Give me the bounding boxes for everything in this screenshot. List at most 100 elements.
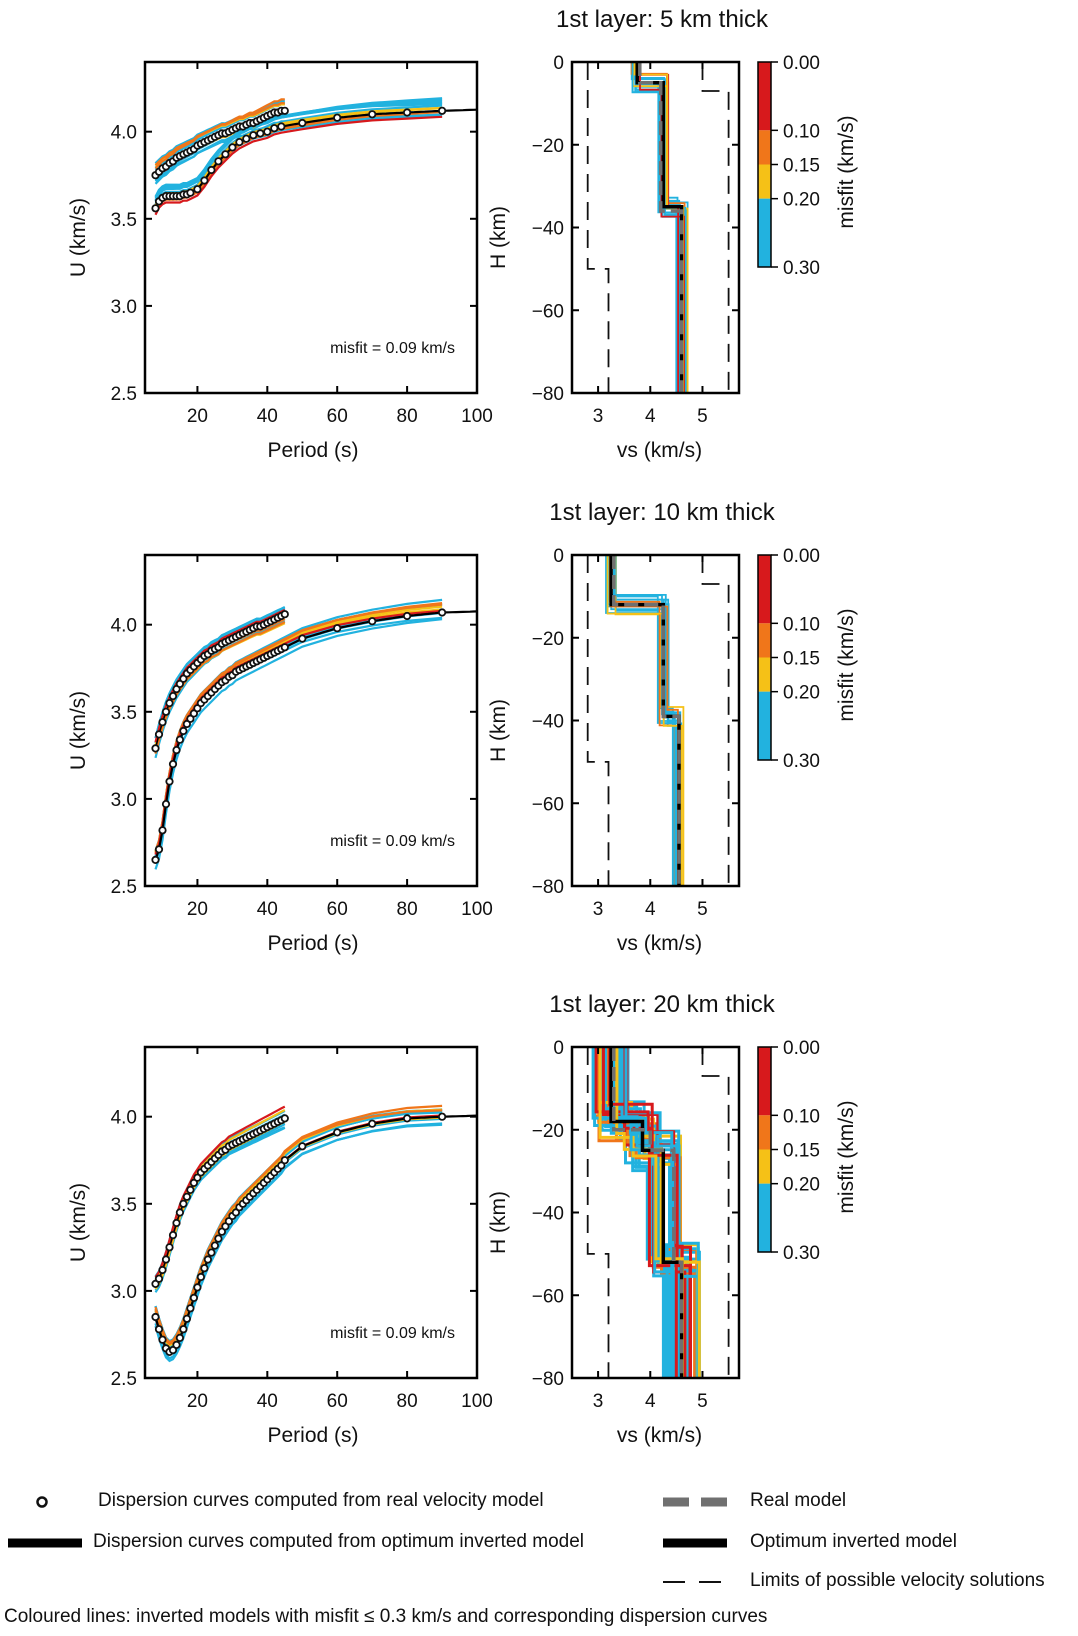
inverted-dispersion-curve — [154, 110, 443, 213]
real-dispersion-point — [437, 106, 447, 115]
x-tick-label: 80 — [397, 1391, 418, 1412]
dispersion-plot-frame — [143, 1045, 479, 1380]
x-axis-label: vs (km/s) — [617, 1424, 702, 1447]
colorbar-segment — [758, 198, 771, 267]
real-dispersion-point — [172, 745, 181, 755]
colorbar-tick-label: 0.15 — [783, 1141, 820, 1162]
real-dispersion-point — [196, 1272, 205, 1282]
real-dispersion-point — [161, 707, 171, 716]
colorbar-segment — [758, 164, 771, 199]
optimum-velocity-model — [609, 555, 681, 886]
x-tick-label: 100 — [461, 406, 493, 427]
panel-title: 1st layer: 5 km thick — [556, 6, 769, 33]
colorbar-label: misfit (km/s) — [835, 115, 858, 228]
footer-note: Coloured lines: inverted models with mis… — [4, 1606, 768, 1627]
real-dispersion-point — [158, 826, 167, 835]
inverted-dispersion-curve — [154, 100, 443, 198]
y-tick-label: 3.5 — [111, 703, 137, 724]
real-dispersion-point — [280, 610, 289, 619]
real-dispersion-point — [437, 608, 447, 617]
real-dispersion-point — [207, 1248, 216, 1257]
inverted-velocity-model — [633, 62, 678, 393]
velocity-panel-1: 1st layer: 5 km thick 3 4 5 0 −20 −40 −60 −80 vs … — [487, 6, 858, 462]
real-dispersion-point — [165, 698, 174, 708]
panel-title: 1st layer: 20 km thick — [549, 991, 775, 1018]
inverted-dispersion-curve — [154, 115, 443, 216]
inverted-velocity-model — [630, 62, 679, 393]
x-tick-label: 80 — [397, 406, 418, 427]
real-dispersion-point — [280, 643, 289, 652]
inverted-velocity-model — [591, 1047, 700, 1378]
legend-optimum-curve-label: Dispersion curves computed from optimum … — [93, 1531, 585, 1552]
y-tick-label: −40 — [532, 219, 564, 240]
optimum-dispersion-curve — [154, 108, 478, 209]
x-axis-label: Period (s) — [267, 1424, 358, 1447]
dispersion-plot-frame — [143, 60, 479, 395]
real-dispersion-point — [168, 1231, 178, 1240]
misfit-colorbar: 0.00 0.10 0.15 0.20 0.30 misfit (km/s) — [757, 1038, 858, 1264]
x-tick-label: 60 — [327, 1391, 348, 1412]
colorbar-segment — [758, 1149, 771, 1184]
optimum-dispersion-curve — [154, 1114, 478, 1354]
real-dispersion-point — [175, 1333, 184, 1343]
inverted-velocity-model — [598, 1047, 684, 1378]
velocity-limit-high — [701, 1047, 730, 1378]
y-tick-label: −80 — [532, 1369, 564, 1390]
real-dispersion-point — [368, 617, 377, 626]
y-axis-label: U (km/s) — [67, 1183, 90, 1262]
y-tick-label: −40 — [532, 1204, 564, 1225]
real-dispersion-point — [186, 1185, 195, 1195]
optimum-velocity-model — [635, 62, 684, 393]
x-tick-label: 80 — [397, 899, 418, 920]
misfit-colorbar: 0.00 0.10 0.15 0.20 0.30 misfit (km/s) — [757, 546, 858, 772]
y-axis-label: H (km) — [487, 206, 510, 269]
real-dispersion-point — [200, 1264, 209, 1273]
real-dispersion-point — [214, 157, 223, 166]
velocity-limit-high — [701, 62, 730, 393]
real-dispersion-point — [179, 1325, 188, 1334]
colorbar-segment — [758, 691, 771, 760]
x-tick-label: 20 — [187, 1391, 208, 1412]
x-tick-label: 40 — [257, 406, 278, 427]
inverted-dispersion-curve — [154, 1117, 443, 1356]
y-tick-label: 3.0 — [111, 297, 137, 318]
real-dispersion-point — [154, 1325, 164, 1334]
misfit-annotation: misfit = 0.09 km/s — [330, 833, 455, 850]
inverted-dispersion-curve — [154, 98, 285, 170]
real-dispersion-point — [165, 1243, 174, 1252]
y-tick-label: 3.5 — [111, 1195, 137, 1216]
colorbar-tick-label: 0.20 — [783, 1175, 820, 1196]
real-dispersion-point — [333, 1128, 342, 1137]
real-dispersion-point — [165, 777, 174, 786]
legend-dots-label: Dispersion curves computed from real vel… — [98, 1490, 544, 1511]
real-dispersion-point — [158, 1335, 167, 1344]
dispersion-plot-frame — [143, 553, 479, 888]
y-axis-label: H (km) — [487, 1191, 510, 1254]
real-dispersion-point — [228, 143, 237, 152]
colorbar-label: misfit (km/s) — [835, 608, 858, 721]
real-dispersion-point — [298, 1142, 307, 1151]
colorbar-tick-label: 0.00 — [783, 53, 820, 74]
y-tick-label: 4.0 — [111, 1108, 137, 1129]
real-dispersion-point — [214, 1234, 223, 1243]
real-dispersion-point — [161, 799, 171, 809]
velocity-limit-low — [586, 62, 610, 393]
real-dispersion-point — [179, 726, 188, 736]
real-dispersion-point — [161, 1255, 171, 1264]
colorbar-tick-label: 0.15 — [783, 156, 820, 177]
real-dispersion-point — [175, 1208, 184, 1217]
colorbar-label: misfit (km/s) — [835, 1100, 858, 1213]
real-dispersion-point — [235, 138, 244, 147]
real-dispersion-point — [280, 1114, 289, 1123]
real-dispersion-point — [186, 1304, 195, 1313]
x-tick-label: 5 — [697, 899, 708, 920]
real-dispersion-point — [154, 845, 164, 854]
real-velocity-model — [612, 555, 681, 886]
y-tick-label: −20 — [532, 629, 564, 650]
x-tick-label: 5 — [697, 406, 708, 427]
x-tick-label: 4 — [645, 406, 656, 427]
real-dispersion-point — [151, 744, 160, 753]
real-dispersion-point — [158, 718, 167, 727]
real-dispersion-point — [210, 1241, 219, 1250]
